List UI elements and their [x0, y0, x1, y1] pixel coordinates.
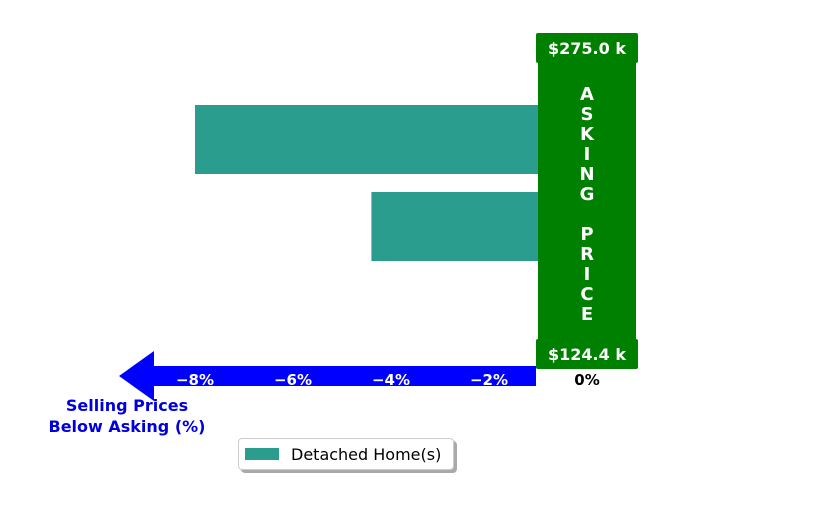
axis-arrow-shaft	[150, 366, 536, 386]
asking-price-letter: C	[580, 284, 593, 305]
asking-price-letter: I	[584, 144, 591, 165]
x-tick-label: −8%	[176, 371, 214, 389]
bar	[195, 105, 587, 174]
asking-bottom-label: $124.4 k	[548, 345, 626, 364]
asking-bottom-label-box	[536, 339, 638, 369]
legend: Detached Home(s)	[238, 438, 454, 470]
zero-tick-label: 0%	[574, 371, 599, 389]
asking-price-letter: G	[580, 184, 595, 205]
asking-top-label-box	[536, 33, 638, 63]
asking-price-band	[538, 33, 636, 369]
asking-price-letter: A	[580, 84, 594, 105]
axis-arrow-head	[119, 351, 154, 401]
x-tick-label: −6%	[274, 371, 312, 389]
x-axis-label: Selling Prices	[66, 396, 188, 415]
asking-price-letter: R	[580, 244, 594, 265]
asking-price-letter: P	[580, 224, 593, 245]
asking-price-letter: K	[580, 124, 595, 145]
x-axis-label: Below Asking (%)	[49, 417, 206, 436]
legend-label: Detached Home(s)	[291, 444, 442, 464]
asking-price-letter: S	[581, 104, 594, 125]
asking-price-letter: E	[581, 304, 593, 325]
legend-swatch	[245, 448, 279, 460]
asking-price-letter: N	[579, 164, 594, 185]
asking-top-label: $275.0 k	[548, 39, 626, 58]
x-tick-label: −2%	[470, 371, 508, 389]
asking-price-letter: I	[584, 264, 591, 285]
x-tick-label: −4%	[372, 371, 410, 389]
